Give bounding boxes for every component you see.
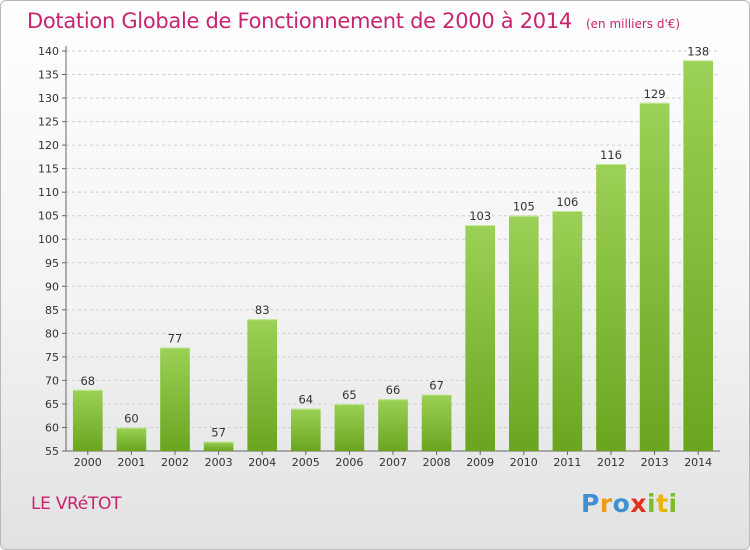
y-tick-label: 110	[38, 186, 59, 199]
y-tick-label: 75	[45, 351, 59, 364]
x-tick-label: 2004	[248, 456, 276, 469]
bar	[116, 427, 147, 451]
data-label: 138	[687, 44, 709, 58]
logo-letter: r	[599, 489, 613, 518]
bar	[465, 225, 496, 451]
bar	[596, 163, 626, 452]
data-label: 83	[255, 303, 270, 317]
y-tick-label: 65	[45, 398, 59, 411]
x-tick-label: 2000	[74, 456, 102, 469]
data-label: 106	[556, 195, 578, 209]
data-label: 116	[600, 148, 622, 162]
data-label: 68	[80, 374, 95, 388]
logo-letter: P	[581, 489, 600, 518]
y-tick-label: 55	[45, 445, 59, 458]
bar	[160, 347, 190, 451]
data-label: 105	[513, 200, 535, 214]
logo-letter: t	[656, 489, 669, 518]
y-tick-label: 125	[38, 116, 59, 129]
x-tick-label: 2003	[205, 456, 233, 469]
chart-subtitle: (en milliers d'€)	[585, 17, 681, 31]
bar	[247, 319, 278, 451]
bar	[683, 60, 714, 451]
bar	[203, 441, 234, 451]
data-label: 65	[342, 388, 357, 402]
bar	[639, 102, 670, 451]
bar	[421, 394, 452, 451]
y-tick-label: 105	[38, 210, 59, 223]
logo-letter: x	[630, 489, 647, 518]
x-tick-label: 2012	[597, 456, 625, 469]
data-label: 103	[469, 209, 491, 223]
y-tick-label: 130	[38, 92, 59, 105]
y-tick-label: 90	[45, 280, 59, 293]
proxiti-logo: Proxiti	[581, 489, 678, 518]
data-label: 57	[211, 426, 226, 440]
data-label: 77	[168, 331, 183, 345]
x-tick-label: 2011	[553, 456, 581, 469]
y-tick-label: 120	[38, 139, 59, 152]
y-tick-label: 80	[45, 327, 59, 340]
chart-title: Dotation Globale de Fonctionnement de 20…	[27, 9, 680, 33]
bar	[72, 389, 103, 451]
bar	[290, 408, 321, 451]
y-tick-label: 70	[45, 374, 59, 387]
x-tick-label: 2007	[379, 456, 407, 469]
chart-title-text: Dotation Globale de Fonctionnement de 20…	[27, 9, 572, 33]
x-tick-label: 2005	[292, 456, 320, 469]
bar	[508, 215, 539, 451]
x-tick-label: 2001	[117, 456, 145, 469]
bar	[378, 399, 408, 451]
data-label: 66	[386, 383, 401, 397]
x-tick-label: 2014	[684, 456, 712, 469]
logo-letter: o	[612, 489, 631, 518]
y-tick-label: 95	[45, 257, 59, 270]
data-label: 129	[644, 87, 666, 101]
data-label: 64	[298, 393, 313, 407]
y-tick-label: 115	[38, 163, 59, 176]
bar	[334, 403, 365, 451]
data-label: 60	[124, 411, 139, 425]
x-tick-label: 2013	[641, 456, 669, 469]
x-tick-label: 2006	[335, 456, 363, 469]
town-name: LE VRéTOT	[31, 494, 122, 514]
y-tick-label: 100	[38, 233, 59, 246]
x-tick-label: 2002	[161, 456, 189, 469]
logo-letter: i	[647, 489, 657, 518]
x-tick-label: 2009	[466, 456, 494, 469]
y-tick-label: 140	[38, 45, 59, 58]
x-tick-label: 2010	[510, 456, 538, 469]
data-label: 67	[429, 379, 444, 393]
y-tick-label: 60	[45, 421, 59, 434]
y-tick-label: 135	[38, 69, 59, 82]
y-tick-label: 85	[45, 304, 59, 317]
logo-letter: i	[668, 489, 678, 518]
bar	[552, 211, 583, 451]
x-tick-label: 2008	[423, 456, 451, 469]
